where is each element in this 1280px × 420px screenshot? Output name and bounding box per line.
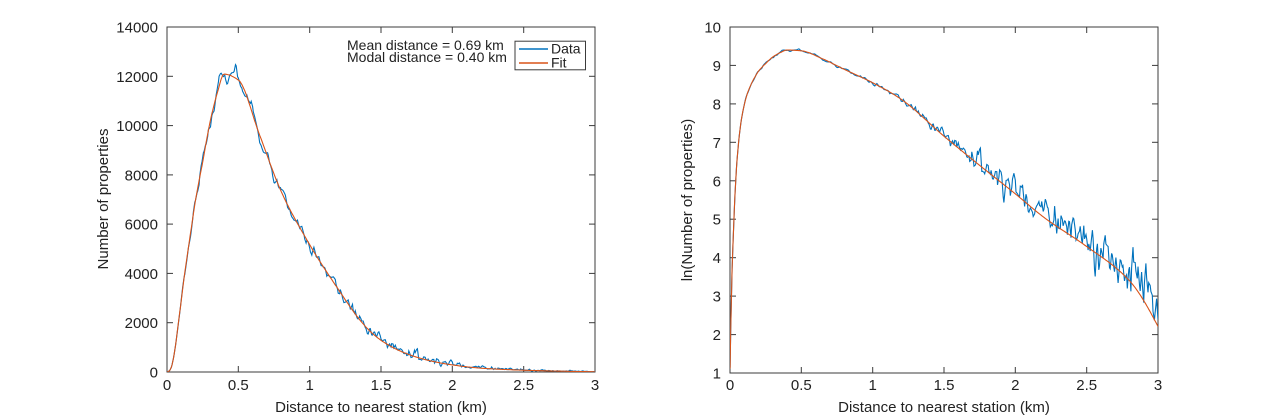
svg-text:Number of properties: Number of properties <box>95 129 112 270</box>
svg-text:1.5: 1.5 <box>934 377 955 394</box>
svg-text:8000: 8000 <box>125 167 158 184</box>
svg-text:2.5: 2.5 <box>513 377 534 394</box>
svg-text:3: 3 <box>591 377 599 394</box>
svg-text:2.5: 2.5 <box>1076 377 1097 394</box>
svg-text:2: 2 <box>448 377 456 394</box>
svg-text:4000: 4000 <box>125 266 158 283</box>
svg-text:Distance to nearest station (k: Distance to nearest station (km) <box>275 399 487 416</box>
svg-text:10000: 10000 <box>116 118 158 135</box>
svg-text:0: 0 <box>726 377 734 394</box>
svg-text:0.5: 0.5 <box>791 377 812 394</box>
svg-text:4: 4 <box>713 250 721 267</box>
svg-text:0.5: 0.5 <box>228 377 249 394</box>
svg-text:5: 5 <box>713 212 721 229</box>
svg-text:0: 0 <box>163 377 171 394</box>
svg-text:ln(Number of properties): ln(Number of properties) <box>679 119 696 282</box>
svg-text:6: 6 <box>713 173 721 190</box>
svg-text:Fit: Fit <box>551 55 567 71</box>
svg-text:6000: 6000 <box>125 217 158 234</box>
svg-text:8: 8 <box>713 96 721 113</box>
svg-text:3: 3 <box>1154 377 1162 394</box>
svg-text:1: 1 <box>306 377 314 394</box>
svg-text:2: 2 <box>713 327 721 344</box>
svg-text:12000: 12000 <box>116 69 158 86</box>
svg-text:1.5: 1.5 <box>371 377 392 394</box>
svg-text:2: 2 <box>1011 377 1019 394</box>
svg-text:2000: 2000 <box>125 315 158 332</box>
svg-text:1: 1 <box>713 366 721 383</box>
svg-text:1: 1 <box>869 377 877 394</box>
svg-text:7: 7 <box>713 135 721 152</box>
svg-text:3: 3 <box>713 289 721 306</box>
svg-text:9: 9 <box>713 58 721 75</box>
svg-text:Distance to nearest station (k: Distance to nearest station (km) <box>838 399 1050 416</box>
svg-text:10: 10 <box>704 20 721 37</box>
svg-text:14000: 14000 <box>116 20 158 37</box>
svg-text:Modal distance = 0.40 km: Modal distance = 0.40 km <box>347 49 507 65</box>
svg-text:0: 0 <box>150 365 158 382</box>
